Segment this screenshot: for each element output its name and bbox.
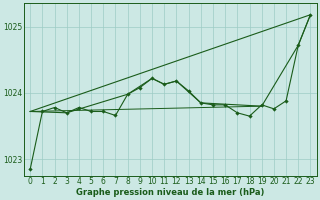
- X-axis label: Graphe pression niveau de la mer (hPa): Graphe pression niveau de la mer (hPa): [76, 188, 265, 197]
